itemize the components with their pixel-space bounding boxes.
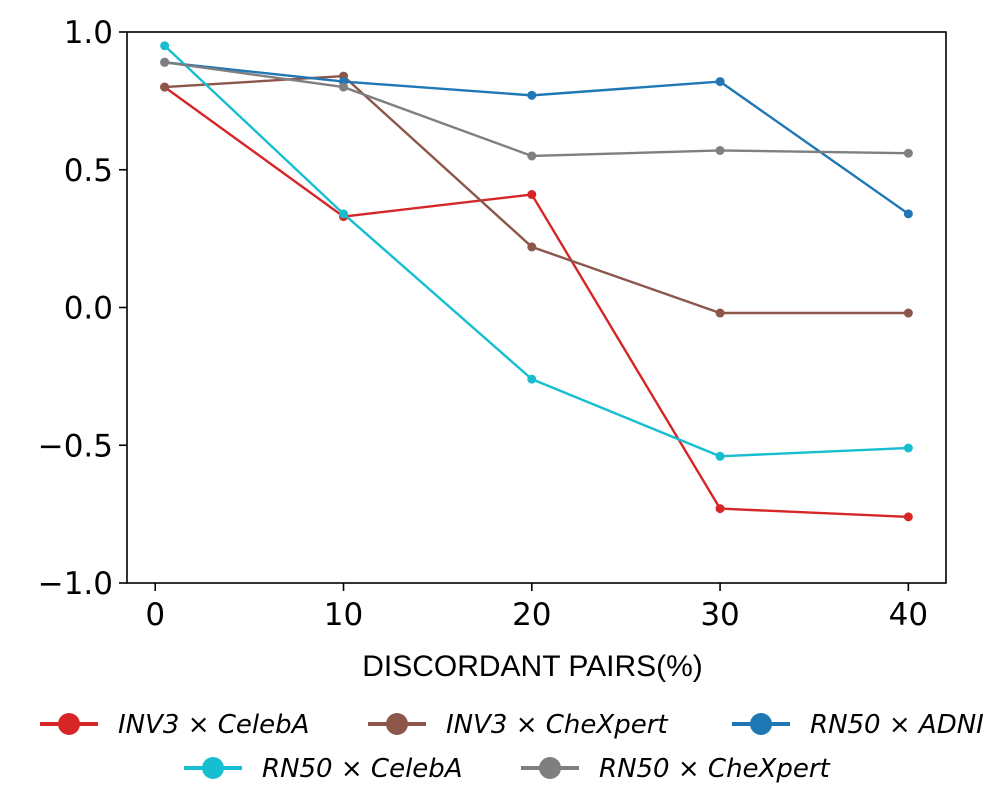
data-point (527, 90, 537, 100)
plot-frame (126, 31, 947, 584)
y-tick-label: 0.5 (64, 153, 113, 189)
y-tick-label: 0.0 (64, 291, 113, 327)
legend-label: RN50 × ADNI (810, 710, 984, 740)
x-tick-label: 0 (145, 597, 165, 633)
data-point (527, 242, 537, 252)
data-point (903, 209, 913, 219)
series-3 (160, 41, 913, 461)
axes: 1.0 0.5 0.0 −0.5 −1.0 0 10 20 30 40 (38, 15, 947, 633)
y-tick-label: −1.0 (38, 566, 113, 602)
legend-label: INV3 × CheXpert (446, 710, 668, 740)
legend-marker (58, 713, 80, 735)
series-line (164, 61, 909, 158)
legend-item-1: INV3 × CheXpert (368, 710, 668, 740)
data-point (715, 451, 725, 461)
legend-label: INV3 × CelebA (118, 710, 309, 740)
x-axis-title: DISCORDANT PAIRS(%) (362, 650, 703, 683)
x-tick-label: 30 (700, 597, 739, 633)
y-tick-label: −0.5 (38, 428, 113, 464)
data-point (527, 151, 537, 161)
data-point (160, 82, 170, 92)
data-point (527, 190, 537, 200)
series-line (164, 61, 910, 215)
data-point (903, 308, 913, 318)
data-point (527, 374, 537, 384)
legend-item-0: INV3 × CelebA (40, 710, 309, 740)
data-point (715, 77, 725, 87)
data-point (160, 57, 170, 67)
plot-area (160, 41, 913, 522)
data-point (715, 145, 725, 155)
legend-item-2: RN50 × ADNI (732, 710, 984, 740)
x-tick-label: 20 (512, 597, 551, 633)
legend-marker (386, 713, 408, 735)
data-point (339, 82, 349, 92)
legend-item-4: RN50 × CheXpert (521, 754, 831, 784)
data-point (903, 512, 913, 522)
data-point (903, 443, 913, 453)
data-point (715, 308, 725, 318)
series-line (163, 44, 909, 458)
data-point (715, 504, 725, 514)
series-2 (160, 57, 913, 219)
legend-marker (202, 757, 224, 779)
series-line (164, 74, 909, 315)
legend-item-3: RN50 × CelebA (184, 754, 463, 784)
x-tick-label: 40 (889, 597, 928, 633)
data-point (339, 209, 349, 219)
legend: INV3 × CelebA INV3 × CheXpert RN50 × ADNI R… (40, 710, 984, 784)
data-point (160, 41, 170, 51)
legend-label: RN50 × CelebA (262, 754, 463, 784)
y-tick-label: 1.0 (64, 15, 113, 51)
legend-marker (750, 713, 772, 735)
series-4 (160, 57, 913, 161)
x-tick-label: 10 (324, 597, 363, 633)
legend-marker (539, 757, 561, 779)
legend-label: RN50 × CheXpert (599, 754, 831, 784)
series-1 (160, 71, 913, 318)
data-point (903, 148, 913, 158)
